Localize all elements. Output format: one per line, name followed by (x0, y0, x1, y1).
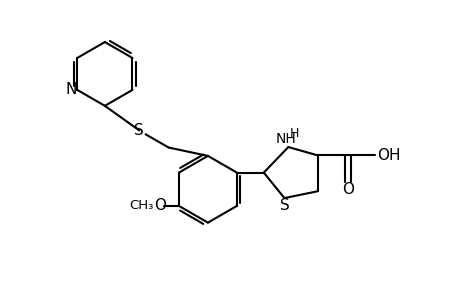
Text: CH₃: CH₃ (129, 200, 154, 212)
Text: S: S (134, 123, 144, 138)
Text: OH: OH (376, 148, 399, 163)
Text: S: S (279, 198, 289, 213)
Text: H: H (289, 127, 298, 140)
Text: O: O (341, 182, 353, 197)
Text: O: O (154, 198, 166, 213)
Text: NH: NH (275, 132, 296, 146)
Text: N: N (66, 82, 77, 98)
